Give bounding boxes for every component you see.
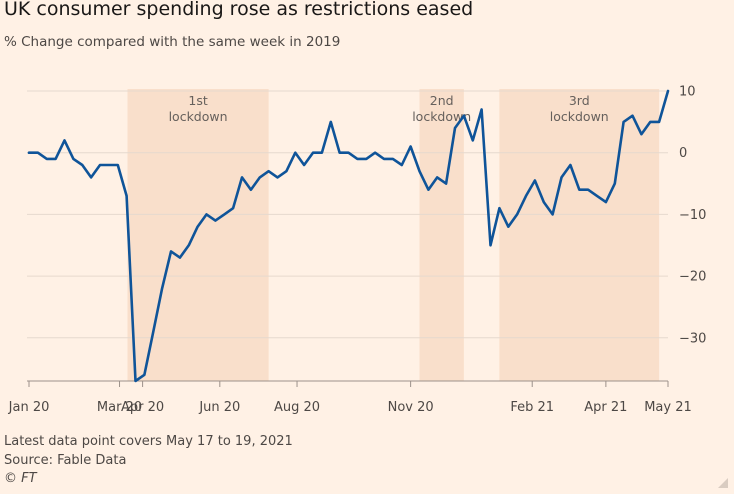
x-tick-label: Jan 20 [8, 400, 50, 415]
x-tick-label: Nov 20 [388, 400, 434, 415]
lockdown-label: lockdown [412, 109, 471, 124]
y-tick-label: −20 [679, 270, 706, 285]
ft-copyright: © FT [4, 471, 37, 486]
spending-series-line [27, 89, 670, 383]
lockdown-band [419, 89, 464, 381]
x-tick-label: Aug 20 [274, 400, 320, 415]
y-tick-label: −10 [679, 208, 706, 223]
lockdown-label: 2nd [430, 93, 454, 108]
x-tick-label: Feb 21 [510, 400, 554, 415]
x-tick-label: Mar 20 [97, 400, 142, 415]
x-tick-label: Apr 20 [121, 400, 164, 415]
chart-subtitle: % Change compared with the same week in … [4, 34, 341, 50]
y-tick-label: 0 [679, 146, 687, 161]
chart-title: UK consumer spending rose as restriction… [4, 0, 474, 20]
x-tick-label: Apr 21 [584, 400, 627, 415]
lockdown-label: lockdown [550, 109, 609, 124]
lockdown-band [127, 89, 269, 381]
source-note: Source: Fable Data [4, 453, 127, 468]
resize-handle-icon[interactable] [718, 478, 728, 488]
line-chart: 100−10−20−30 1stlockdown2ndlockdown3rdlo… [8, 85, 707, 416]
lockdown-label: 3rd [569, 93, 590, 108]
footnote: Latest data point covers May 17 to 19, 2… [4, 434, 293, 449]
x-tick-label: Jun 20 [198, 400, 240, 415]
y-tick-label: −30 [679, 331, 706, 346]
lockdown-band [499, 89, 660, 381]
lockdown-label: 1st [188, 93, 207, 108]
y-tick-label: 10 [679, 85, 696, 100]
x-tick-label: May 21 [644, 400, 692, 415]
lockdown-label: lockdown [169, 109, 228, 124]
